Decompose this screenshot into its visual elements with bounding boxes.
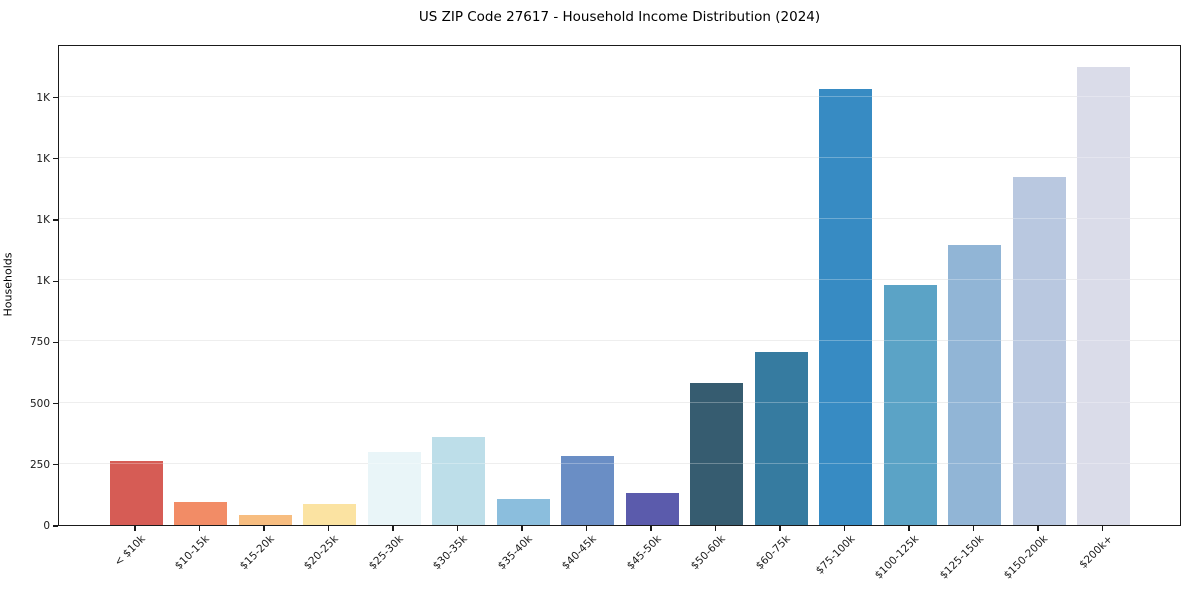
x-tick-mark bbox=[908, 526, 910, 531]
x-tick-label: $100-125k bbox=[872, 533, 922, 582]
gridline-overlay bbox=[59, 156, 1180, 158]
y-tick-mark bbox=[53, 219, 58, 221]
x-tick-mark bbox=[650, 526, 652, 531]
x-tick-mark bbox=[1037, 526, 1039, 531]
chart-title: US ZIP Code 27617 - Household Income Dis… bbox=[418, 9, 821, 25]
bar bbox=[625, 493, 679, 525]
x-tick-label: $35-40k bbox=[495, 533, 535, 573]
y-tick-label: 0 bbox=[43, 520, 50, 532]
bar bbox=[174, 501, 227, 525]
y-tick-mark bbox=[53, 402, 58, 405]
gridline bbox=[59, 401, 1180, 403]
bar bbox=[496, 499, 550, 525]
x-tick-mark bbox=[198, 526, 201, 531]
y-tick-label: 1K bbox=[36, 214, 50, 227]
gridline bbox=[59, 156, 1180, 158]
y-tick-mark bbox=[53, 464, 58, 466]
bar bbox=[690, 383, 743, 525]
bar bbox=[109, 461, 163, 525]
x-tick-label: $40-45k bbox=[559, 533, 599, 573]
gridline bbox=[59, 95, 1180, 97]
bar bbox=[303, 504, 356, 525]
x-tick-label: $45-50k bbox=[624, 533, 664, 573]
y-tick-label: 750 bbox=[29, 336, 50, 349]
x-tick-mark bbox=[779, 526, 781, 531]
gridline bbox=[59, 340, 1180, 342]
y-tick-mark bbox=[53, 280, 58, 282]
bar bbox=[432, 436, 485, 525]
bar bbox=[1012, 177, 1066, 525]
gridline bbox=[59, 279, 1180, 281]
x-tick-mark bbox=[585, 526, 588, 531]
y-tick-mark bbox=[53, 341, 58, 344]
bar bbox=[948, 244, 1001, 525]
x-tick-mark bbox=[972, 526, 975, 531]
y-tick-mark bbox=[53, 96, 58, 99]
x-tick-mark bbox=[327, 526, 330, 531]
bar bbox=[367, 451, 421, 525]
x-tick-mark bbox=[714, 526, 717, 531]
y-tick-label: 1K bbox=[36, 275, 50, 288]
bar bbox=[561, 456, 614, 525]
x-tick-mark bbox=[1101, 526, 1104, 531]
y-tick-label: 1K bbox=[36, 152, 50, 165]
gridline-overlay bbox=[59, 401, 1180, 403]
bar bbox=[754, 352, 808, 525]
x-tick-label: $25-30k bbox=[366, 533, 406, 573]
y-tick-label: 500 bbox=[29, 397, 50, 410]
gridline-overlay bbox=[59, 340, 1180, 342]
x-tick-label: $50-60k bbox=[688, 533, 728, 573]
x-tick-mark bbox=[392, 526, 394, 531]
y-tick-label: 250 bbox=[29, 458, 50, 471]
x-tick-mark bbox=[843, 526, 846, 531]
y-tick-mark bbox=[53, 525, 58, 527]
x-tick-label: $60-75k bbox=[753, 533, 793, 573]
plot-area bbox=[58, 45, 1181, 526]
y-tick-label: 1K bbox=[36, 91, 50, 104]
x-tick-label: $30-35k bbox=[430, 533, 470, 573]
bar bbox=[1077, 67, 1130, 525]
x-tick-mark bbox=[456, 526, 459, 531]
x-tick-label: $200k+ bbox=[1077, 533, 1115, 571]
bar bbox=[883, 285, 937, 525]
gridline-overlay bbox=[59, 279, 1180, 281]
x-tick-mark bbox=[263, 526, 265, 531]
x-tick-label: < $10k bbox=[111, 533, 148, 569]
x-tick-label: $150-200k bbox=[1001, 533, 1051, 582]
gridline bbox=[59, 218, 1180, 220]
y-tick-mark bbox=[53, 158, 58, 160]
x-tick-label: $15-20k bbox=[237, 533, 277, 573]
gridline-overlay bbox=[59, 95, 1180, 97]
gridline bbox=[59, 462, 1180, 464]
bar bbox=[238, 515, 292, 525]
gridline-overlay bbox=[59, 218, 1180, 220]
x-tick-label: $20-25k bbox=[301, 533, 341, 573]
x-tick-label: $75-100k bbox=[813, 533, 857, 577]
bar bbox=[819, 89, 872, 525]
x-tick-mark bbox=[521, 526, 523, 531]
x-tick-mark bbox=[134, 526, 136, 531]
x-tick-label: $10-15k bbox=[172, 533, 212, 573]
x-tick-label: $125-150k bbox=[937, 533, 986, 582]
gridline-overlay bbox=[59, 462, 1180, 464]
